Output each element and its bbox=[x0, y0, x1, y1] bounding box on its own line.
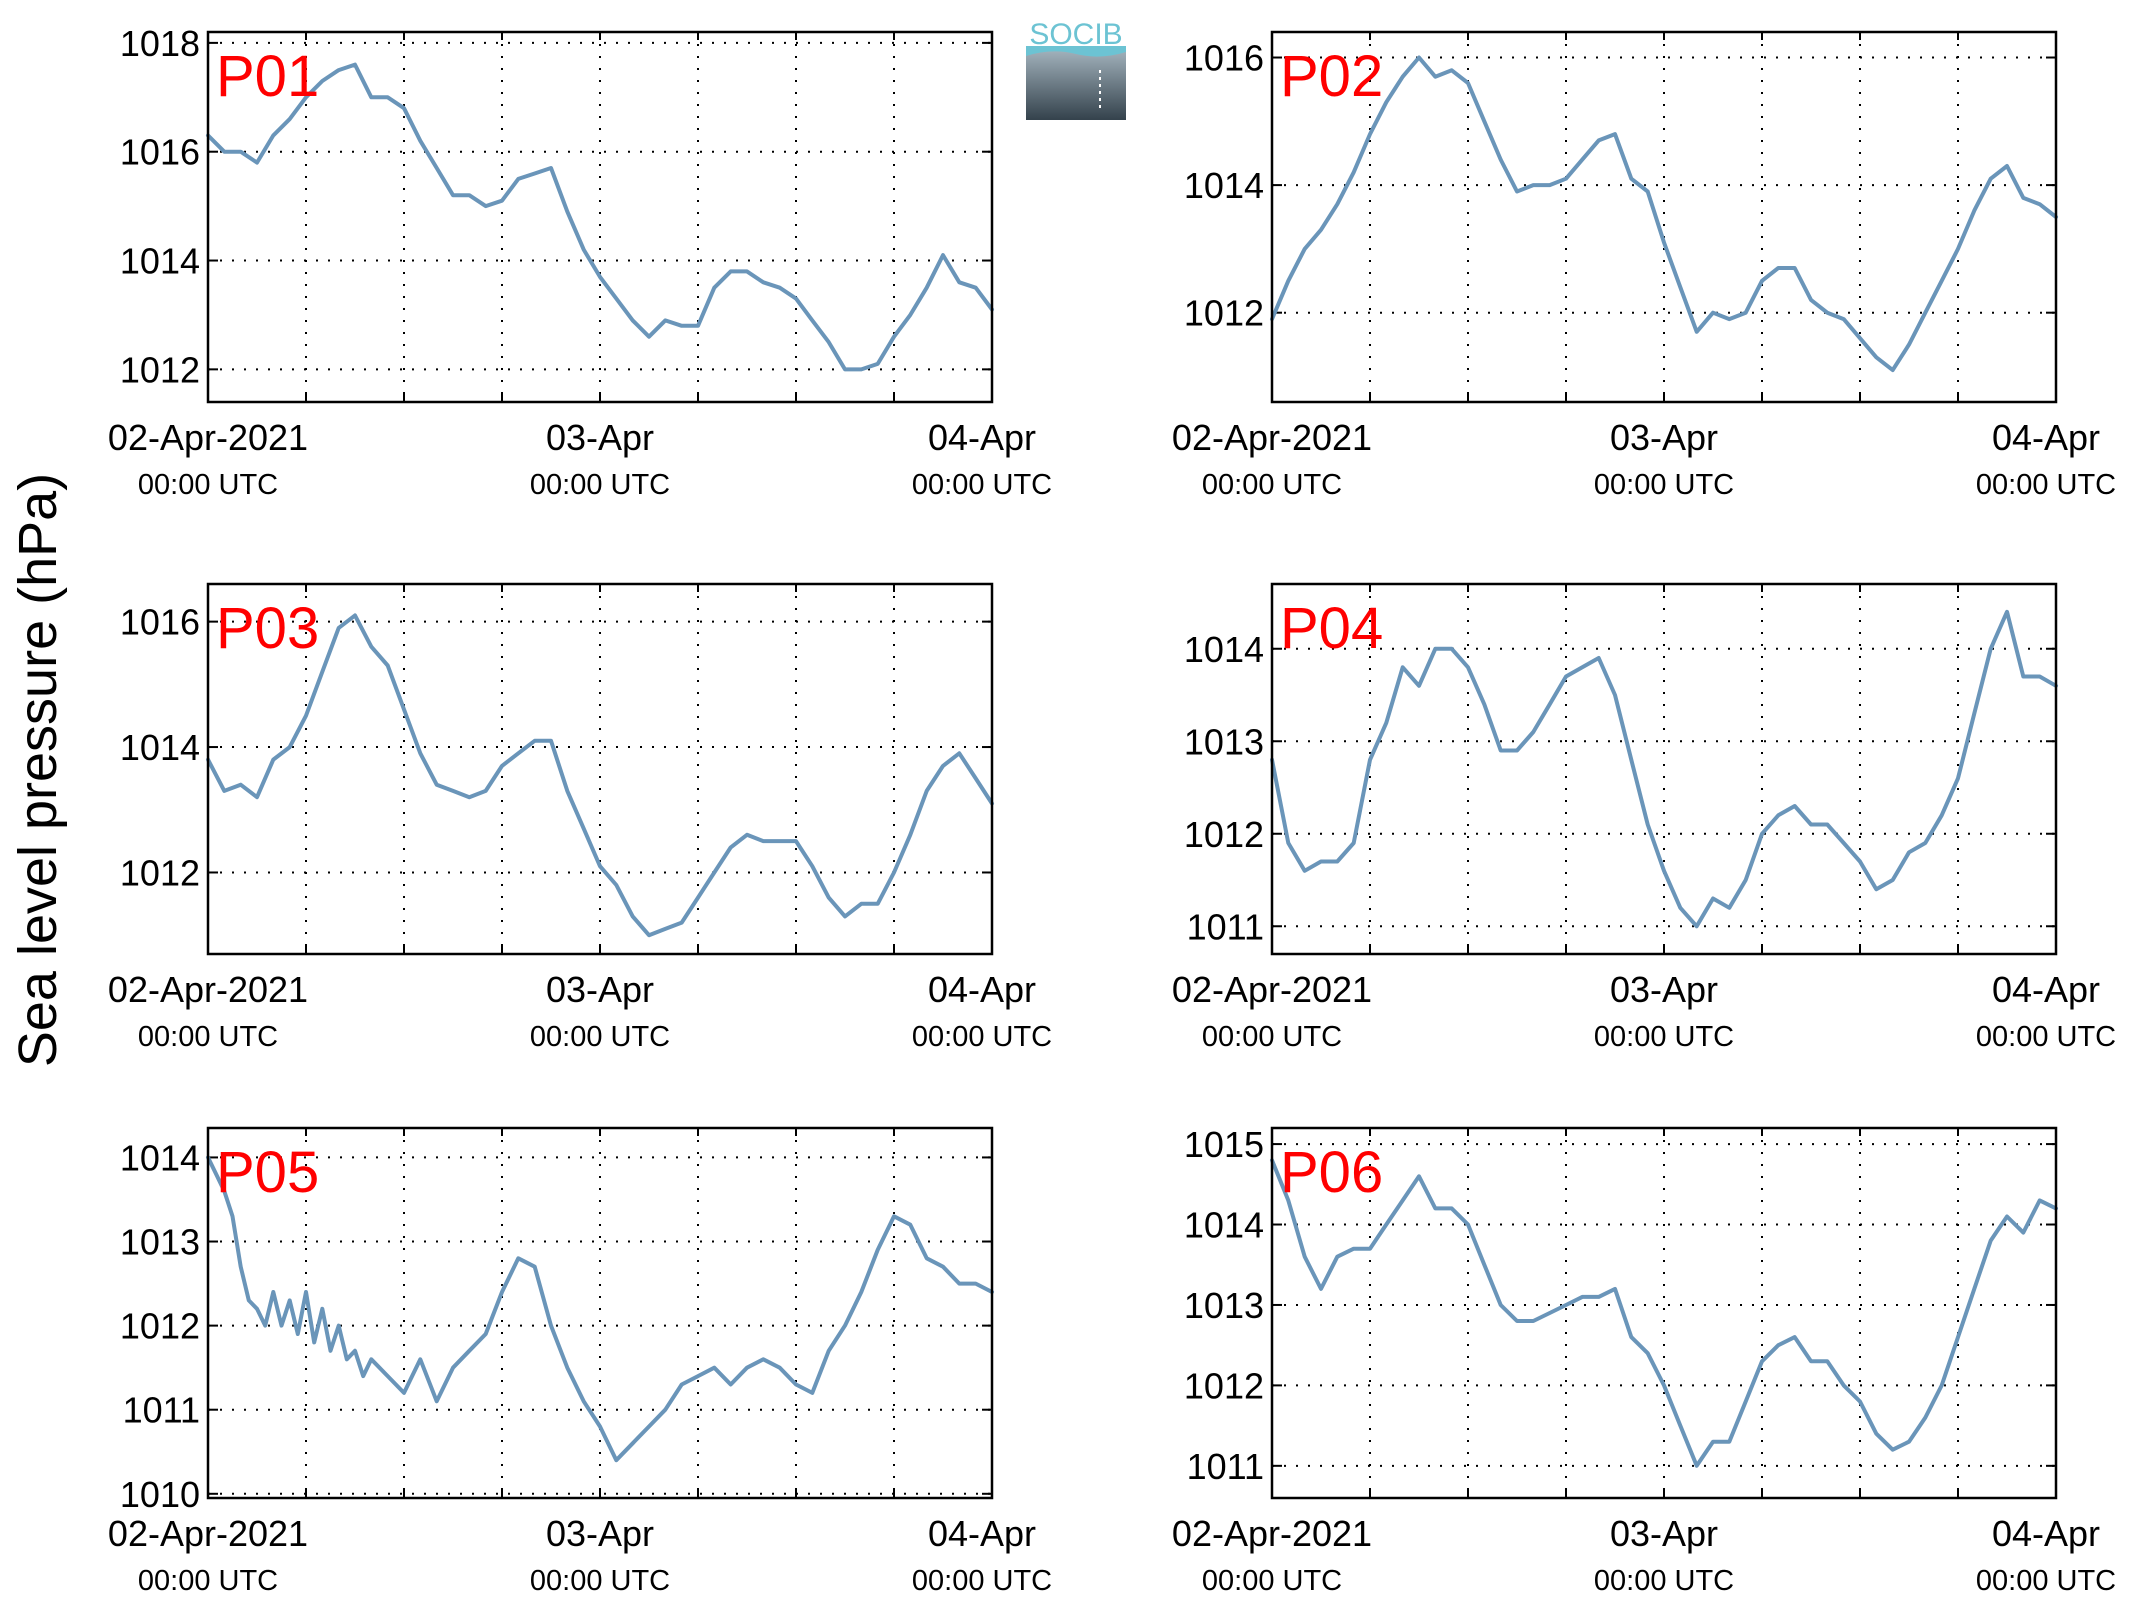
logo-wave bbox=[1026, 46, 1126, 57]
x-tick-sublabel: 00:00 UTC bbox=[1594, 1565, 1734, 1597]
y-tick-label: 1016 bbox=[120, 602, 200, 643]
station-label: P04 bbox=[1280, 596, 1383, 661]
x-tick-label: 03-Apr bbox=[1610, 1513, 1718, 1554]
plot-frame bbox=[206, 1126, 994, 1500]
station-label: P02 bbox=[1280, 44, 1383, 109]
panel-p04: 1011 1012 1013 1014 P04 02-Apr-2021 00:00 UTC 0… bbox=[1172, 582, 2116, 1053]
x-tick-label: 03-Apr bbox=[1610, 417, 1718, 458]
series-line-p02 bbox=[1270, 55, 2058, 373]
x-tick-sublabel: 00:00 UTC bbox=[1202, 469, 1342, 501]
plot-frame bbox=[206, 30, 994, 404]
x-tick-sublabel: 00:00 UTC bbox=[1976, 1021, 2116, 1053]
x-tick-sublabel: 00:00 UTC bbox=[1976, 469, 2116, 501]
y-tick-label: 1012 bbox=[120, 852, 200, 893]
y-tick-label: 1014 bbox=[1184, 629, 1264, 670]
x-tick-label: 02-Apr-2021 bbox=[108, 1513, 308, 1554]
x-tick-label: 03-Apr bbox=[546, 1513, 654, 1554]
x-tick-sublabel: 00:00 UTC bbox=[1976, 1565, 2116, 1597]
y-tick-label: 1012 bbox=[1184, 1365, 1264, 1406]
x-tick-label: 03-Apr bbox=[1610, 969, 1718, 1010]
x-tick-sublabel: 00:00 UTC bbox=[138, 469, 278, 501]
y-tick-label: 1012 bbox=[120, 1306, 200, 1347]
x-tick-sublabel: 00:00 UTC bbox=[530, 1565, 670, 1597]
series-line-p04 bbox=[1270, 609, 2058, 929]
y-tick-label: 1015 bbox=[1184, 1124, 1264, 1165]
x-tick-label: 03-Apr bbox=[546, 417, 654, 458]
x-tick-label: 04-Apr bbox=[1992, 969, 2100, 1010]
plot-frame bbox=[206, 582, 994, 956]
x-tick-sublabel: 00:00 UTC bbox=[1202, 1565, 1342, 1597]
x-tick-sublabel: 00:00 UTC bbox=[138, 1565, 278, 1597]
y-tick-label: 1014 bbox=[120, 727, 200, 768]
station-label: P01 bbox=[216, 44, 319, 109]
y-tick-label: 1016 bbox=[1184, 38, 1264, 79]
y-tick-label: 1011 bbox=[1187, 1446, 1264, 1487]
x-tick-label: 02-Apr-2021 bbox=[1172, 417, 1372, 458]
y-tick-label: 1018 bbox=[120, 23, 200, 64]
y-tick-label: 1012 bbox=[1184, 814, 1264, 855]
plot-frame bbox=[1270, 30, 2058, 404]
y-tick-label: 1011 bbox=[123, 1390, 200, 1431]
series-line-p03 bbox=[206, 613, 994, 938]
plot-frame bbox=[1270, 1126, 2058, 1500]
x-tick-label: 02-Apr-2021 bbox=[108, 969, 308, 1010]
x-tick-label: 04-Apr bbox=[1992, 417, 2100, 458]
x-tick-label: 04-Apr bbox=[928, 1513, 1036, 1554]
x-tick-sublabel: 00:00 UTC bbox=[530, 1021, 670, 1053]
station-label: P05 bbox=[216, 1140, 319, 1205]
y-tick-label: 1012 bbox=[1184, 293, 1264, 334]
x-tick-sublabel: 00:00 UTC bbox=[912, 1565, 1052, 1597]
x-tick-sublabel: 00:00 UTC bbox=[530, 469, 670, 501]
y-axis-label: Sea level pressure (hPa) bbox=[8, 473, 68, 1067]
x-tick-sublabel: 00:00 UTC bbox=[1202, 1021, 1342, 1053]
x-tick-label: 04-Apr bbox=[928, 969, 1036, 1010]
y-tick-label: 1012 bbox=[120, 349, 200, 390]
y-tick-label: 1014 bbox=[120, 1137, 200, 1178]
panel-p05: 1010 1011 1012 1013 1014 P05 02-Apr-2021 00:00 … bbox=[108, 1126, 1052, 1597]
x-tick-label: 03-Apr bbox=[546, 969, 654, 1010]
logo-text: SOCIB bbox=[1029, 18, 1122, 51]
x-tick-sublabel: 00:00 UTC bbox=[1594, 1021, 1734, 1053]
logo-mark bbox=[1026, 46, 1126, 120]
plot-frame bbox=[1270, 582, 2058, 956]
panel-p06: 1011 1012 1013 1014 1015 P06 02-Apr-2021 00:00 … bbox=[1172, 1124, 2116, 1597]
series-line-p06 bbox=[1270, 1158, 2058, 1468]
x-tick-sublabel: 00:00 UTC bbox=[138, 1021, 278, 1053]
x-tick-label: 04-Apr bbox=[1992, 1513, 2100, 1554]
station-label: P03 bbox=[216, 596, 319, 661]
x-tick-sublabel: 00:00 UTC bbox=[912, 1021, 1052, 1053]
panel-p01: 1012 1014 1016 1018 P01 02-Apr-2021 00:00 UTC 0… bbox=[108, 23, 1052, 501]
y-tick-label: 1014 bbox=[1184, 165, 1264, 206]
series-line-p01 bbox=[206, 62, 994, 372]
y-tick-label: 1013 bbox=[1184, 721, 1264, 762]
x-tick-label: 02-Apr-2021 bbox=[108, 417, 308, 458]
x-tick-label: 02-Apr-2021 bbox=[1172, 1513, 1372, 1554]
y-tick-label: 1013 bbox=[120, 1222, 200, 1263]
y-tick-label: 1016 bbox=[120, 132, 200, 173]
y-tick-label: 1011 bbox=[1187, 906, 1264, 947]
y-tick-label: 1014 bbox=[1184, 1205, 1264, 1246]
x-tick-sublabel: 00:00 UTC bbox=[912, 469, 1052, 501]
panel-p02: 1012 1014 1016 P02 02-Apr-2021 00:00 UTC 03-Ap… bbox=[1172, 30, 2116, 501]
series-line-p05 bbox=[206, 1155, 994, 1463]
panel-p03: 1012 1014 1016 P03 02-Apr-2021 00:00 UTC 03-Ap… bbox=[108, 582, 1052, 1053]
socib-logo: SOCIB bbox=[1026, 18, 1126, 120]
y-tick-label: 1010 bbox=[120, 1474, 200, 1515]
station-label: P06 bbox=[1280, 1140, 1383, 1205]
x-tick-sublabel: 00:00 UTC bbox=[1594, 469, 1734, 501]
y-tick-label: 1014 bbox=[120, 241, 200, 282]
x-tick-label: 02-Apr-2021 bbox=[1172, 969, 1372, 1010]
y-tick-label: 1013 bbox=[1184, 1285, 1264, 1326]
x-tick-label: 04-Apr bbox=[928, 417, 1036, 458]
